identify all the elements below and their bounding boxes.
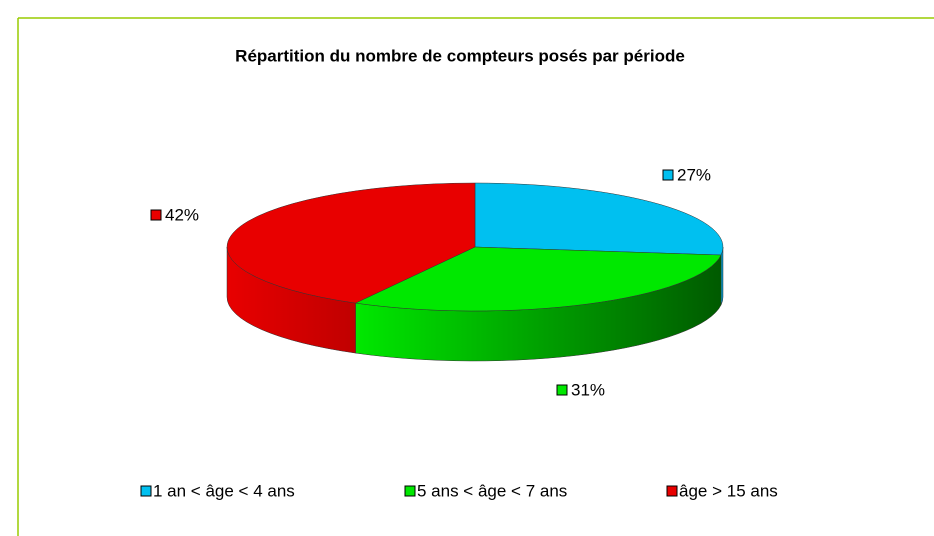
- slice: [226, 182, 476, 354]
- legend-key: [140, 485, 152, 497]
- slice: [474, 182, 724, 306]
- legend-key: [404, 485, 416, 497]
- slice-top: [226, 182, 476, 304]
- chart-title: Répartition du nombre de compteurs posés…: [235, 46, 685, 65]
- data-label: 27%: [677, 165, 711, 184]
- legend-label: 1 an < âge < 4 ans: [153, 481, 295, 500]
- data-label: 31%: [571, 380, 605, 399]
- slice-top: [354, 246, 722, 312]
- slice-top: [474, 182, 724, 256]
- data-label: 42%: [165, 205, 199, 224]
- label-key: [150, 209, 162, 221]
- label-key: [556, 384, 568, 396]
- slice: [354, 246, 722, 362]
- label-key: [662, 169, 674, 181]
- slice-side: [720, 246, 724, 306]
- legend-label: 5 ans < âge < 7 ans: [417, 481, 567, 500]
- legend-label: âge > 15 ans: [679, 481, 778, 500]
- legend-key: [666, 485, 678, 497]
